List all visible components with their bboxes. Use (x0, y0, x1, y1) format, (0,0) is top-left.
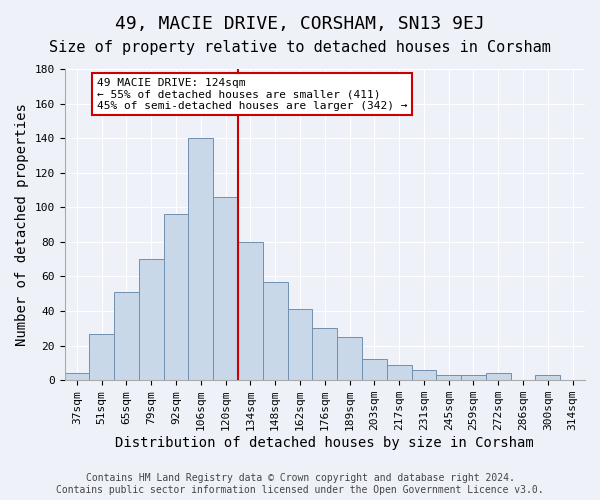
Bar (486, 374, 511, 380)
Bar (362, 360, 387, 380)
Bar (263, 282, 287, 380)
Bar (287, 310, 313, 380)
Bar (337, 337, 362, 380)
Bar (461, 375, 486, 380)
Bar (89, 334, 114, 380)
Bar (313, 328, 337, 380)
Bar (238, 242, 263, 380)
Text: 49 MACIE DRIVE: 124sqm
← 55% of detached houses are smaller (411)
45% of semi-de: 49 MACIE DRIVE: 124sqm ← 55% of detached… (97, 78, 407, 111)
X-axis label: Distribution of detached houses by size in Corsham: Distribution of detached houses by size … (115, 436, 534, 450)
Text: 49, MACIE DRIVE, CORSHAM, SN13 9EJ: 49, MACIE DRIVE, CORSHAM, SN13 9EJ (115, 15, 485, 33)
Bar (114, 292, 139, 380)
Bar (188, 138, 213, 380)
Text: Contains HM Land Registry data © Crown copyright and database right 2024.
Contai: Contains HM Land Registry data © Crown c… (56, 474, 544, 495)
Y-axis label: Number of detached properties: Number of detached properties (15, 103, 29, 346)
Text: Size of property relative to detached houses in Corsham: Size of property relative to detached ho… (49, 40, 551, 55)
Bar (387, 364, 412, 380)
Bar (139, 259, 164, 380)
Bar (65, 374, 89, 380)
Bar (164, 214, 188, 380)
Bar (535, 375, 560, 380)
Bar (436, 375, 461, 380)
Bar (412, 370, 436, 380)
Bar (213, 197, 238, 380)
